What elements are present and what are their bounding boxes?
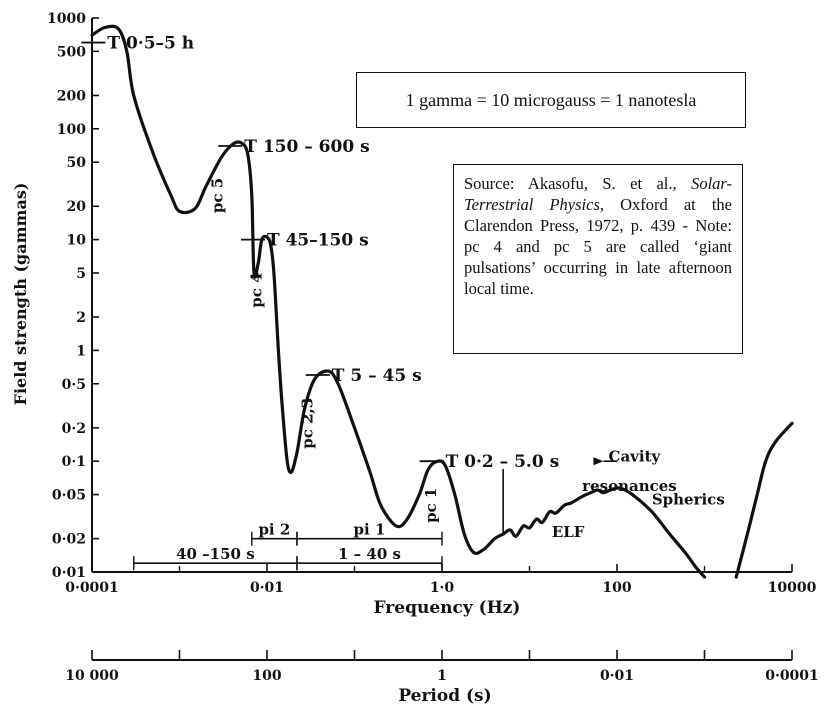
- region-label: Spherics: [652, 491, 725, 509]
- period-annotation: T 45–150 s: [267, 231, 369, 251]
- y-tick-label: 1: [76, 343, 86, 359]
- period-tick-label: 0·0001: [765, 668, 819, 684]
- x-tick-label: 0·01: [250, 580, 284, 596]
- period-brackets: pi 2 pi 1 40 –150 s 1 – 40 s: [133, 521, 443, 571]
- region-label: resonances: [582, 477, 677, 495]
- y-tick-label: 0·01: [52, 565, 86, 581]
- period-annotation: T 150 – 600 s: [244, 137, 369, 157]
- y-tick-label: 0·5: [62, 377, 86, 393]
- period-band-label: pc 5: [208, 178, 226, 213]
- units-note-text: 1 gamma = 10 microgauss = 1 nanotesla: [405, 89, 697, 110]
- y-tick-label: 100: [57, 122, 86, 138]
- y-tick-label: 0·1: [62, 454, 86, 470]
- annotations: T 0·5–5 h T 150 – 600 s T 45–150 s T 5 – 45…: [81, 34, 725, 541]
- period-annotation: T 5 – 45 s: [332, 366, 422, 386]
- y-tick-label: 50: [67, 155, 87, 171]
- x-tick-label: 1·0: [430, 580, 455, 596]
- x-tick-label: 100: [602, 580, 631, 596]
- arrow-marker: [593, 457, 604, 466]
- period-band-label: pc 4: [248, 272, 266, 307]
- tick-marks: 1000 500 200 100 50 20 10 5 2 1 0·5 0·2 0·1 0·05 0·02 0…: [47, 11, 819, 684]
- series-line-1: [90, 24, 707, 579]
- y-tick-label: 5: [76, 266, 86, 282]
- region-label: ELF: [552, 523, 585, 541]
- x-tick-label: 10000: [768, 580, 817, 596]
- y-tick-label: 2: [76, 310, 86, 326]
- y-tick-label: 200: [57, 88, 86, 104]
- source-title-text: Solar-Terrestrial Physics: [464, 174, 732, 214]
- x-tick-label: 0·0001: [65, 580, 119, 596]
- region-label: Cavity: [609, 448, 662, 466]
- period-band-label: pc 2,3: [298, 398, 316, 449]
- period-annotation: T 0·5–5 h: [107, 34, 194, 54]
- period-axis-title: Period (s): [398, 686, 491, 706]
- bracket-label: pi 2: [258, 521, 290, 539]
- bracket-label: 40 –150 s: [176, 545, 255, 563]
- y-tick-label: 20: [67, 199, 87, 215]
- x-axis-title: Frequency (Hz): [374, 598, 521, 618]
- period-tick-label: 100: [252, 668, 281, 684]
- source-note-box: Source: Akasofu, S. et al., Solar-Terres…: [453, 164, 743, 354]
- period-tick-label: 0·01: [600, 668, 634, 684]
- y-tick-label: 10: [67, 233, 87, 249]
- y-tick-label: 1000: [47, 11, 86, 27]
- period-annotation: T 0·2 – 5.0 s: [446, 452, 560, 472]
- bracket-label: 1 – 40 s: [338, 545, 401, 563]
- period-band-label: pc 1: [422, 488, 440, 523]
- period-tick-label: 10 000: [65, 668, 119, 684]
- period-tick-label: 1: [437, 668, 447, 684]
- y-axis-title: Field strength (gammas): [11, 183, 30, 406]
- source-suffix-text: , Oxford at the Clarendon Press, 1972, p…: [464, 195, 732, 298]
- bracket-label: pi 1: [354, 521, 386, 539]
- y-tick-label: 0·02: [52, 532, 86, 548]
- source-prefix-text: Source: Akasofu, S. et al.,: [464, 174, 692, 193]
- series-lines: [90, 24, 794, 579]
- y-tick-label: 500: [57, 44, 86, 60]
- series-line-2: [734, 421, 794, 579]
- y-tick-label: 0·2: [62, 421, 86, 437]
- units-note-box: 1 gamma = 10 microgauss = 1 nanotesla: [356, 72, 746, 128]
- y-tick-label: 0·05: [52, 488, 86, 504]
